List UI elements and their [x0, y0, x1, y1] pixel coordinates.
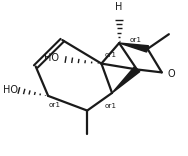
Text: HO: HO — [3, 85, 18, 95]
Text: or1: or1 — [130, 37, 142, 43]
Text: HO: HO — [44, 53, 59, 63]
Text: H: H — [115, 2, 123, 12]
Text: O: O — [167, 69, 175, 79]
Text: or1: or1 — [105, 52, 117, 58]
Polygon shape — [119, 43, 149, 52]
Text: or1: or1 — [104, 103, 116, 109]
Polygon shape — [112, 67, 140, 93]
Text: or1: or1 — [48, 102, 60, 108]
